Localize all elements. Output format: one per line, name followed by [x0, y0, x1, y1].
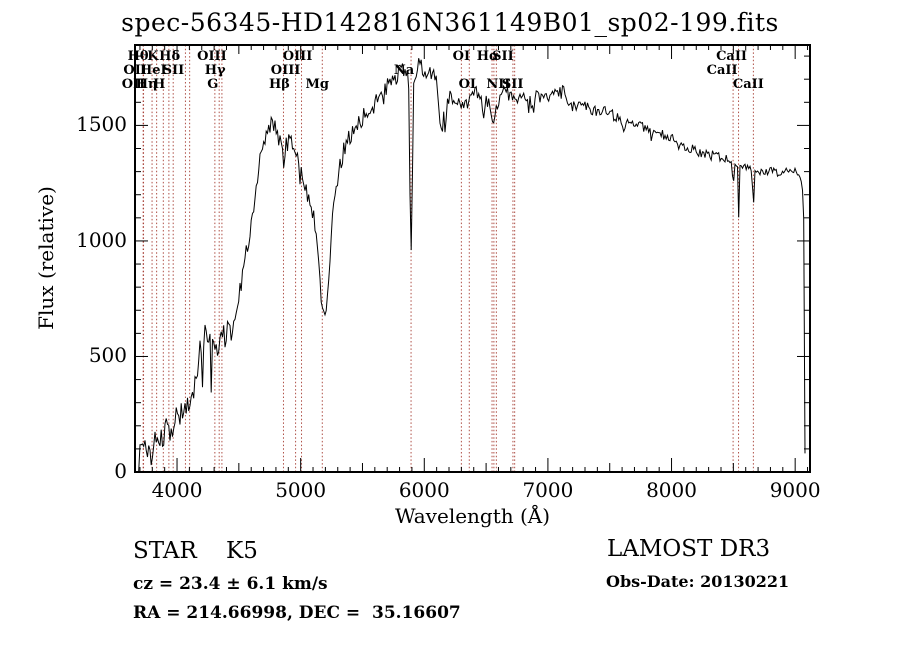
- spectral-line-label: Hβ: [269, 77, 290, 92]
- x-axis-label: Wavelength (Å): [394, 504, 551, 528]
- x-tick-label: 4000: [151, 478, 203, 502]
- spectral-line-label: G: [207, 77, 219, 92]
- spectral-line-label: OIII: [282, 49, 313, 64]
- y-tick-label: 1500: [76, 112, 127, 137]
- spectral-line-label: Hα: [476, 49, 500, 64]
- spectral-line-label: NII: [486, 77, 511, 92]
- spectral-line-label: SII: [162, 63, 185, 78]
- x-tick-label: 6000: [398, 478, 450, 502]
- x-tick-label: 8000: [646, 478, 697, 502]
- spectral-line-label: Na: [393, 63, 415, 78]
- y-axis-label: Flux (relative): [34, 186, 58, 330]
- y-tick-label: 500: [88, 343, 127, 368]
- spectral-line-label: CaII: [716, 49, 747, 64]
- spectral-line-label: Hδ: [159, 49, 181, 64]
- spectral-line-label: OII: [123, 63, 147, 78]
- spectral-line-label: K: [147, 49, 159, 64]
- spectral-line-label: H: [153, 77, 166, 92]
- plot-frame: [134, 44, 811, 473]
- spectral-line-label: Hθ: [127, 49, 149, 64]
- spectral-line-label: Hγ: [204, 63, 226, 78]
- spectral-line-label: OI: [458, 77, 476, 92]
- spectral-line-label: SII: [492, 49, 514, 64]
- spectral-line-label: Mg: [305, 77, 330, 92]
- radec-text: RA = 214.66998, DEC = 35.16607: [133, 603, 461, 623]
- classification-text: STAR K5: [133, 538, 258, 564]
- spectral-line-label: SII: [501, 77, 524, 92]
- spectral-line-label: OIII: [270, 63, 301, 78]
- spectrum-trace: [138, 58, 806, 472]
- x-tick-label: 9000: [769, 478, 821, 502]
- spectral-line-label: OI: [452, 49, 471, 64]
- x-tick-label: 7000: [522, 478, 574, 502]
- spectral-line-label: Hη: [135, 77, 158, 92]
- obs-date-text: Obs-Date: 20130221: [606, 572, 790, 591]
- spectral-line-label: OII: [121, 77, 146, 92]
- y-tick-label: 0: [114, 459, 127, 483]
- spectral-line-label: CaII: [706, 63, 738, 78]
- plot-title: spec-56345-HD142816N361149B01_sp02-199.f…: [121, 8, 779, 37]
- cz-text: cz = 23.4 ± 6.1 km/s: [133, 574, 328, 594]
- y-tick-label: 1000: [76, 227, 127, 252]
- survey-text: LAMOST DR3: [607, 536, 771, 562]
- spectral-line-label: OIII: [197, 49, 227, 64]
- spectral-line-label: HeI: [139, 63, 167, 78]
- spectral-line-label: CaII: [732, 77, 764, 92]
- x-tick-label: 5000: [275, 478, 327, 502]
